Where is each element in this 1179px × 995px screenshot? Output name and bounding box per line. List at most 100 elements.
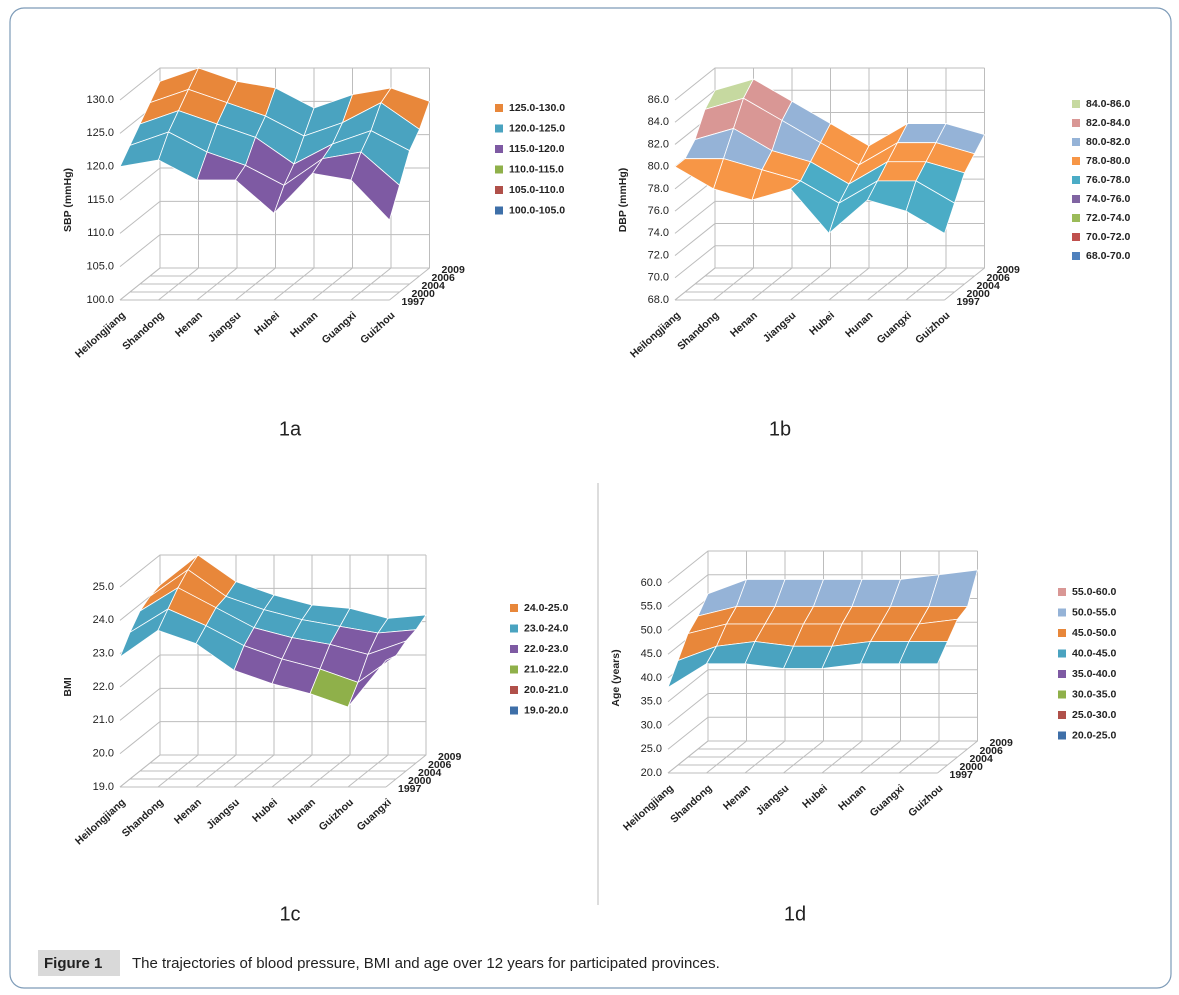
legend-swatch [1058, 711, 1066, 719]
depth-label: 2004 [418, 767, 442, 779]
legend-swatch [1072, 252, 1080, 260]
legend-swatch [510, 706, 518, 715]
depth-label: 1997 [402, 296, 426, 308]
legend-swatch [1072, 176, 1080, 184]
z-tick-label: 76.0 [648, 205, 669, 217]
legend-swatch [1058, 608, 1066, 617]
depth-label: 2006 [980, 745, 1004, 757]
legend-label: 76.0-78.0 [1086, 174, 1131, 186]
surface-patch [905, 180, 955, 234]
panel-label: 1a [279, 418, 302, 440]
z-tick-label: 120.0 [86, 161, 114, 173]
caption-text: The trajectories of blood pressure, BMI … [132, 955, 720, 972]
z-tick-label: 40.0 [641, 672, 662, 684]
depth-label: 1997 [950, 769, 974, 781]
z-tick-label: 22.0 [93, 681, 114, 693]
caption-label: Figure 1 [44, 955, 102, 972]
legend-label: 105.0-110.0 [509, 184, 565, 196]
depth-label: 2000 [408, 775, 432, 787]
z-tick-label: 78.0 [648, 183, 669, 195]
legend-label: 120.0-125.0 [509, 122, 565, 134]
depth-label: 2000 [412, 288, 436, 300]
z-tick-label: 72.0 [648, 249, 669, 261]
legend-swatch [1072, 195, 1080, 203]
legend-swatch [1058, 649, 1066, 658]
depth-label: 2004 [977, 280, 1001, 292]
legend-label: 22.0-23.0 [524, 643, 569, 655]
z-tick-label: 105.0 [86, 261, 114, 273]
z-tick-label: 45.0 [641, 648, 662, 660]
z-tick-label: 25.0 [93, 581, 114, 593]
legend-label: 70.0-72.0 [1086, 231, 1131, 243]
frame [9, 7, 1172, 989]
z-axis-label: BMI [62, 677, 74, 696]
legend-label: 35.0-40.0 [1072, 668, 1117, 680]
legend-label: 30.0-35.0 [1072, 688, 1117, 700]
legend-label: 110.0-115.0 [509, 163, 564, 175]
z-tick-label: 60.0 [641, 577, 662, 589]
legend-label: 25.0-30.0 [1072, 709, 1117, 721]
legend-swatch [1058, 731, 1066, 740]
legend-swatch [510, 645, 518, 653]
legend-label: 55.0-60.0 [1072, 586, 1117, 598]
legend-label: 80.0-82.0 [1086, 136, 1131, 148]
legend-swatch [510, 624, 518, 633]
legend-swatch [1072, 138, 1080, 146]
legend-label: 82.0-84.0 [1086, 117, 1131, 129]
legend-label: 100.0-105.0 [509, 204, 565, 216]
surface-patch [347, 655, 397, 708]
legend-swatch [1072, 233, 1080, 241]
legend-label: 40.0-45.0 [1072, 647, 1117, 659]
legend-label: 84.0-86.0 [1086, 98, 1131, 110]
depth-label: 2006 [432, 272, 456, 284]
legend-swatch [1072, 119, 1080, 127]
depth-label: 1997 [957, 296, 981, 308]
z-tick-label: 30.0 [641, 719, 662, 731]
z-tick-label: 115.0 [87, 194, 114, 206]
z-tick-label: 82.0 [648, 138, 669, 150]
depth-label: 2009 [990, 737, 1014, 749]
panel-label: 1c [279, 903, 300, 925]
z-tick-label: 25.0 [641, 743, 662, 755]
z-tick-label: 20.0 [641, 767, 662, 779]
legend-label: 115.0-120.0 [509, 143, 565, 155]
z-tick-label: 84.0 [648, 116, 669, 128]
legend-swatch [1058, 670, 1066, 678]
z-tick-label: 86.0 [648, 94, 669, 106]
z-tick-label: 19.0 [93, 781, 114, 793]
z-tick-label: 23.0 [93, 648, 114, 660]
legend-label: 19.0-20.0 [524, 704, 569, 716]
depth-label: 2006 [428, 759, 452, 771]
legend-label: 72.0-74.0 [1086, 212, 1131, 224]
surface-patch [350, 151, 400, 221]
z-tick-label: 21.0 [93, 714, 114, 726]
z-tick-label: 20.0 [93, 748, 114, 760]
legend-swatch [495, 206, 503, 215]
legend-label: 23.0-24.0 [524, 622, 569, 634]
legend-swatch [495, 165, 503, 174]
legend-label: 68.0-70.0 [1086, 250, 1131, 262]
legend-swatch [495, 186, 503, 194]
legend-label: 45.0-50.0 [1072, 627, 1117, 639]
legend-label: 20.0-25.0 [1072, 729, 1117, 741]
depth-label: 2004 [422, 280, 446, 292]
z-tick-label: 100.0 [86, 294, 114, 306]
z-tick-label: 24.0 [93, 614, 114, 626]
depth-label: 2000 [960, 761, 984, 773]
depth-label: 1997 [398, 783, 422, 795]
legend-swatch [510, 686, 518, 694]
depth-label: 2009 [997, 264, 1021, 276]
legend-label: 74.0-76.0 [1086, 193, 1131, 205]
z-tick-label: 35.0 [641, 696, 662, 708]
z-axis-label: Age (years) [610, 649, 622, 706]
legend-swatch [1058, 588, 1066, 596]
legend-label: 125.0-130.0 [509, 102, 565, 114]
panel-label: 1d [784, 903, 806, 925]
legend-swatch [1072, 157, 1080, 165]
legend-swatch [510, 604, 518, 612]
legend-label: 50.0-55.0 [1072, 606, 1117, 618]
z-tick-label: 125.0 [86, 127, 114, 139]
legend-swatch [510, 665, 518, 674]
z-tick-label: 68.0 [648, 294, 669, 306]
